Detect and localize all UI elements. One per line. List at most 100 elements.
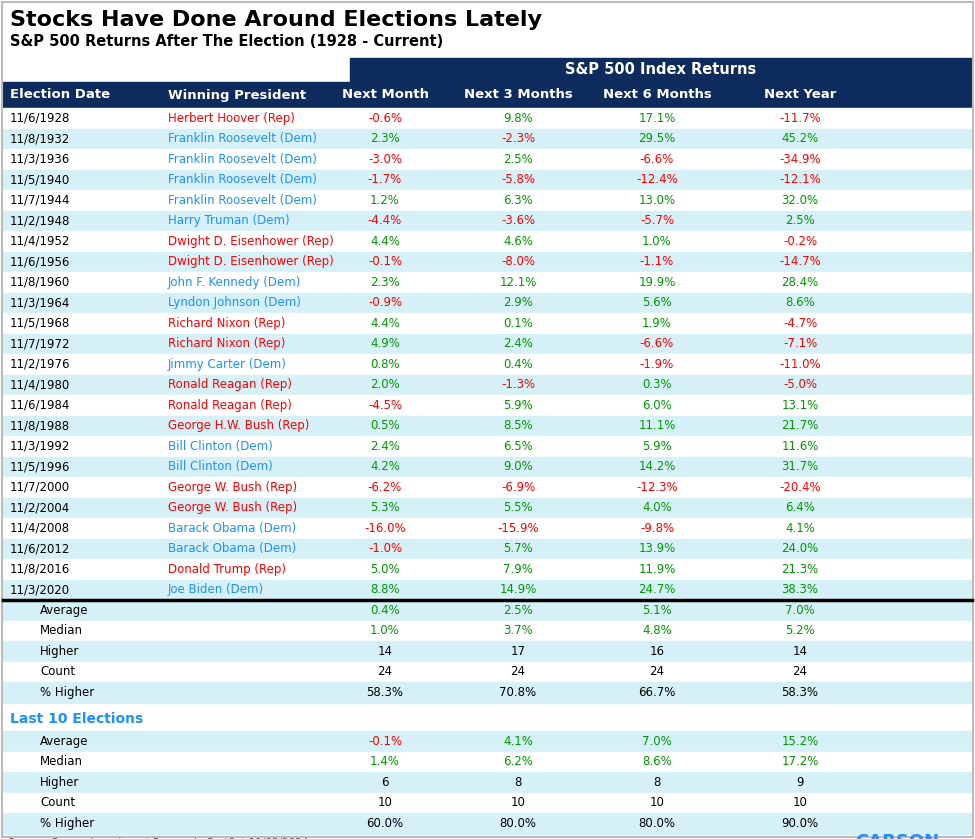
Bar (3, 580, 972, 600)
Text: 4.4%: 4.4% (370, 317, 400, 330)
Bar (3, 252, 972, 272)
Text: Count: Count (40, 665, 75, 678)
Bar (3, 128, 972, 149)
Text: 4.8%: 4.8% (643, 624, 672, 638)
Text: 4.2%: 4.2% (370, 461, 400, 473)
Text: Herbert Hoover (Rep): Herbert Hoover (Rep) (168, 112, 294, 125)
Text: 5.5%: 5.5% (503, 501, 532, 514)
Text: 16: 16 (649, 644, 665, 658)
Text: 90.0%: 90.0% (781, 817, 819, 830)
Text: 2.3%: 2.3% (370, 276, 400, 289)
Bar (3, 211, 972, 231)
Text: 11/8/2016: 11/8/2016 (10, 563, 70, 576)
Text: 8.5%: 8.5% (503, 420, 532, 432)
Text: 17: 17 (511, 644, 526, 658)
Text: 2.5%: 2.5% (503, 604, 533, 617)
Text: 11/2/2004: 11/2/2004 (10, 501, 70, 514)
Text: Last 10 Elections: Last 10 Elections (10, 712, 143, 726)
Text: -2.3%: -2.3% (501, 133, 535, 145)
Text: 14.9%: 14.9% (499, 583, 536, 597)
Text: -6.6%: -6.6% (640, 153, 674, 166)
Text: -9.8%: -9.8% (640, 522, 674, 534)
Text: 5.9%: 5.9% (503, 399, 533, 412)
Text: 11/8/1932: 11/8/1932 (10, 133, 70, 145)
Text: 1.4%: 1.4% (370, 755, 400, 769)
Text: 11/6/1928: 11/6/1928 (10, 112, 70, 125)
Bar (3, 313, 972, 333)
Text: -0.9%: -0.9% (368, 296, 402, 310)
Bar (3, 518, 972, 539)
Text: Next Month: Next Month (341, 88, 428, 102)
Text: 11/3/1964: 11/3/1964 (10, 296, 70, 310)
Bar (3, 169, 972, 190)
Text: -5.7%: -5.7% (640, 214, 674, 227)
Text: 9.8%: 9.8% (503, 112, 533, 125)
Bar (3, 149, 972, 169)
Text: 8: 8 (653, 776, 661, 789)
Text: 1.0%: 1.0% (370, 624, 400, 638)
Text: Higher: Higher (40, 644, 79, 658)
Text: 5.1%: 5.1% (643, 604, 672, 617)
Bar (3, 600, 972, 621)
Text: 4.9%: 4.9% (370, 337, 400, 350)
Text: Donald Trump (Rep): Donald Trump (Rep) (168, 563, 286, 576)
Text: -0.2%: -0.2% (783, 235, 817, 248)
Text: 9: 9 (797, 776, 803, 789)
Bar (3, 621, 972, 641)
Text: 11.6%: 11.6% (781, 440, 819, 453)
Text: Lyndon Johnson (Dem): Lyndon Johnson (Dem) (168, 296, 301, 310)
Text: 70.8%: 70.8% (499, 685, 536, 699)
Text: -6.6%: -6.6% (640, 337, 674, 350)
Text: 14.2%: 14.2% (639, 461, 676, 473)
Text: Winning President: Winning President (168, 88, 306, 102)
Text: 38.3%: 38.3% (782, 583, 818, 597)
Bar (3, 539, 972, 559)
Text: 0.4%: 0.4% (503, 357, 533, 371)
Text: % Higher: % Higher (40, 685, 95, 699)
Bar (3, 793, 972, 813)
Text: Joe Biden (Dem): Joe Biden (Dem) (168, 583, 264, 597)
Text: 5.0%: 5.0% (370, 563, 400, 576)
Text: -11.7%: -11.7% (779, 112, 821, 125)
Text: Richard Nixon (Rep): Richard Nixon (Rep) (168, 337, 286, 350)
Text: 11/3/1936: 11/3/1936 (10, 153, 70, 166)
Bar (3, 477, 972, 498)
Text: Bill Clinton (Dem): Bill Clinton (Dem) (168, 461, 273, 473)
Text: Barack Obama (Dem): Barack Obama (Dem) (168, 522, 296, 534)
Bar (3, 231, 972, 252)
Text: 10: 10 (649, 796, 664, 810)
Text: -1.9%: -1.9% (640, 357, 674, 371)
Text: 6.4%: 6.4% (785, 501, 815, 514)
Text: 11/3/1992: 11/3/1992 (10, 440, 70, 453)
Bar (3, 661, 972, 682)
Text: 6.0%: 6.0% (643, 399, 672, 412)
Text: 3.7%: 3.7% (503, 624, 533, 638)
Text: 0.8%: 0.8% (370, 357, 400, 371)
Text: Average: Average (40, 604, 89, 617)
Text: 6.3%: 6.3% (503, 194, 533, 206)
Text: -14.7%: -14.7% (779, 255, 821, 268)
Text: -8.0%: -8.0% (501, 255, 535, 268)
Text: -11.0%: -11.0% (779, 357, 821, 371)
Bar (3, 354, 972, 374)
Text: -12.4%: -12.4% (636, 173, 678, 186)
Bar (3, 813, 972, 834)
Text: Richard Nixon (Rep): Richard Nixon (Rep) (168, 317, 286, 330)
Text: Stocks Have Done Around Elections Lately: Stocks Have Done Around Elections Lately (10, 10, 542, 30)
Text: -4.7%: -4.7% (783, 317, 817, 330)
Text: -4.4%: -4.4% (368, 214, 402, 227)
Text: S&P 500 Index Returns: S&P 500 Index Returns (566, 62, 757, 77)
Text: 24: 24 (511, 665, 526, 678)
Bar (3, 293, 972, 313)
Text: George W. Bush (Rep): George W. Bush (Rep) (168, 501, 297, 514)
Text: 0.1%: 0.1% (503, 317, 533, 330)
Text: George H.W. Bush (Rep): George H.W. Bush (Rep) (168, 420, 309, 432)
Text: 2.9%: 2.9% (503, 296, 533, 310)
Text: 11/5/1940: 11/5/1940 (10, 173, 70, 186)
Text: -1.1%: -1.1% (640, 255, 674, 268)
Text: 80.0%: 80.0% (499, 817, 536, 830)
Text: Median: Median (40, 624, 83, 638)
Text: 4.1%: 4.1% (785, 522, 815, 534)
Text: 21.7%: 21.7% (781, 420, 819, 432)
Text: 11/4/1980: 11/4/1980 (10, 378, 70, 391)
